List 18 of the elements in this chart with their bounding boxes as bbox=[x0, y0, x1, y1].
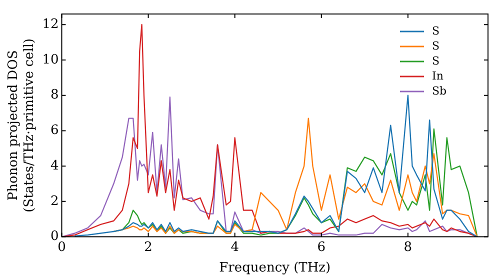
y-tick-label: 6 bbox=[50, 123, 59, 138]
x-tick-label: 8 bbox=[404, 240, 412, 255]
x-axis-title: Frequency (THz) bbox=[219, 260, 331, 276]
y-tick-label: 8 bbox=[50, 88, 59, 103]
x-tick-label: 6 bbox=[317, 240, 326, 255]
y-axis-title: Phonon projected DOS (States/THz·primitive cell) bbox=[6, 38, 37, 212]
legend-label: S bbox=[432, 54, 440, 68]
legend-label: Sb bbox=[432, 84, 447, 98]
y-tick-label: 2 bbox=[50, 194, 59, 209]
x-tick-label: 4 bbox=[230, 240, 239, 255]
legend-label: S bbox=[432, 24, 440, 38]
y-tick-label: 10 bbox=[42, 52, 59, 68]
y-tick-label: 12 bbox=[42, 16, 59, 32]
legend-label: S bbox=[432, 39, 440, 52]
y-tick-label: 4 bbox=[50, 158, 59, 174]
legend-label: In bbox=[432, 69, 444, 82]
y-tick-label: 0 bbox=[50, 229, 59, 244]
x-tick-label: 2 bbox=[144, 240, 152, 255]
